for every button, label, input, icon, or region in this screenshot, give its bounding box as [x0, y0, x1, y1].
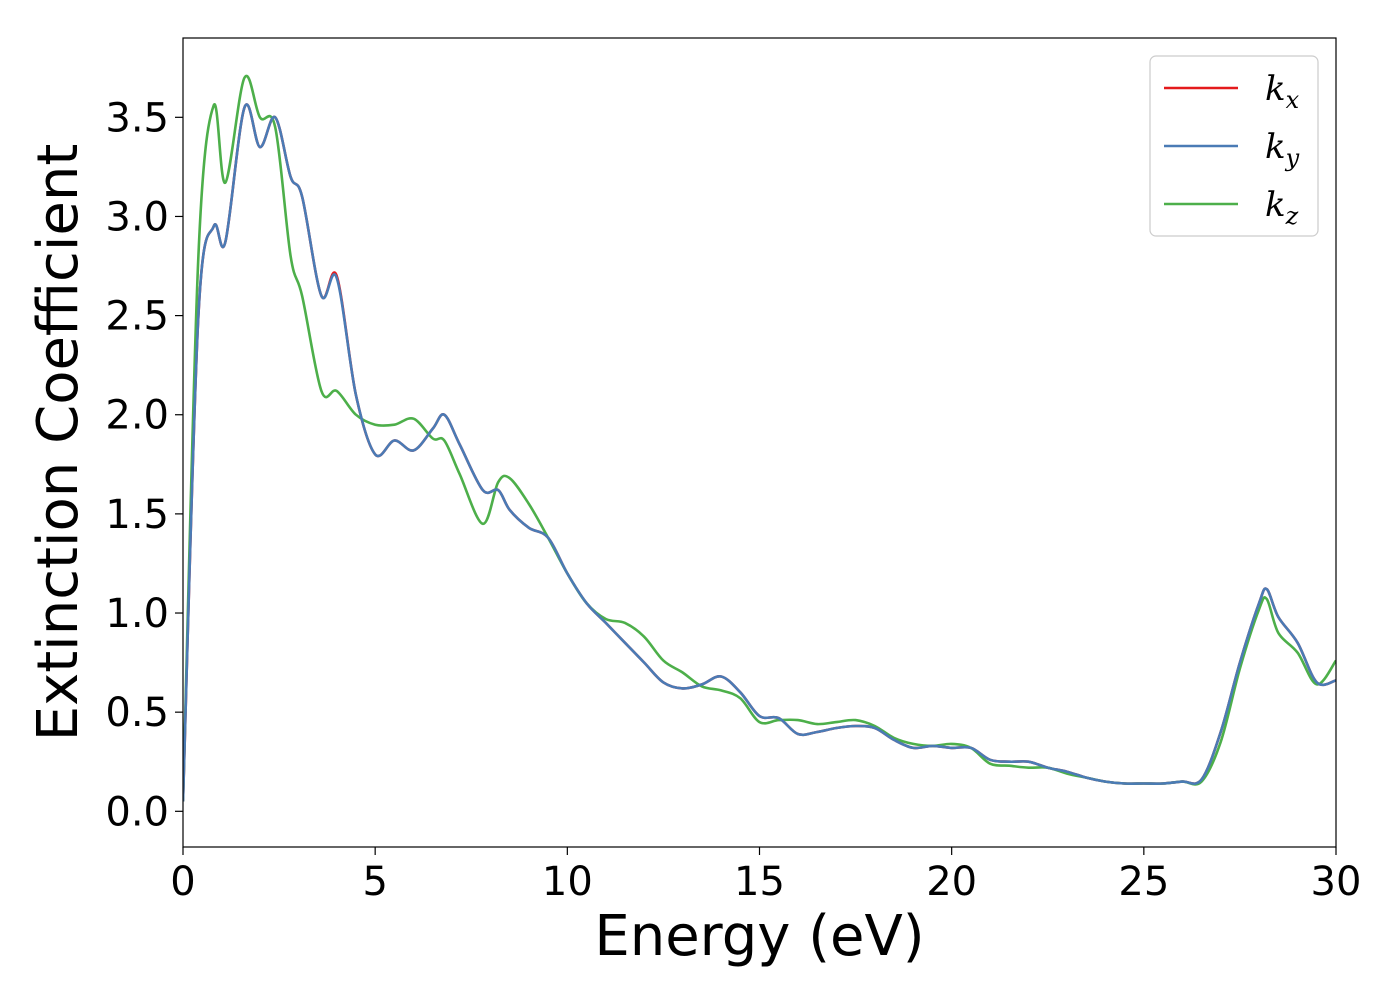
x-axis-title: Energy (eV)	[594, 904, 924, 969]
y-tick-label: 1.0	[105, 591, 169, 637]
x-tick-label: 0	[170, 859, 195, 905]
y-tick-label: 3.5	[105, 95, 169, 141]
y-tick-label: 2.0	[105, 393, 169, 439]
series-line-y	[183, 103, 1336, 802]
y-tick-label: 0.0	[105, 789, 169, 835]
x-tick-label: 5	[362, 859, 387, 905]
x-tick-label: 10	[542, 859, 593, 905]
y-tick-label: 1.5	[105, 492, 169, 538]
y-axis-ticks: 0.0 0.5 1.0 1.5 2.0 2.5 3.0 3.5	[105, 95, 183, 835]
x-tick-label: 25	[1118, 859, 1169, 905]
x-tick-label: 30	[1311, 859, 1362, 905]
y-tick-label: 0.5	[105, 690, 169, 736]
x-tick-label: 20	[926, 859, 977, 905]
x-tick-label: 15	[734, 859, 785, 905]
y-tick-label: 2.5	[105, 294, 169, 340]
plot-lines	[183, 74, 1336, 802]
y-axis-title: Extinction Coefficient	[26, 144, 91, 742]
x-axis-ticks: 0 5 10 15 20 25 30	[170, 847, 1361, 905]
y-tick-label: 3.0	[105, 194, 169, 240]
